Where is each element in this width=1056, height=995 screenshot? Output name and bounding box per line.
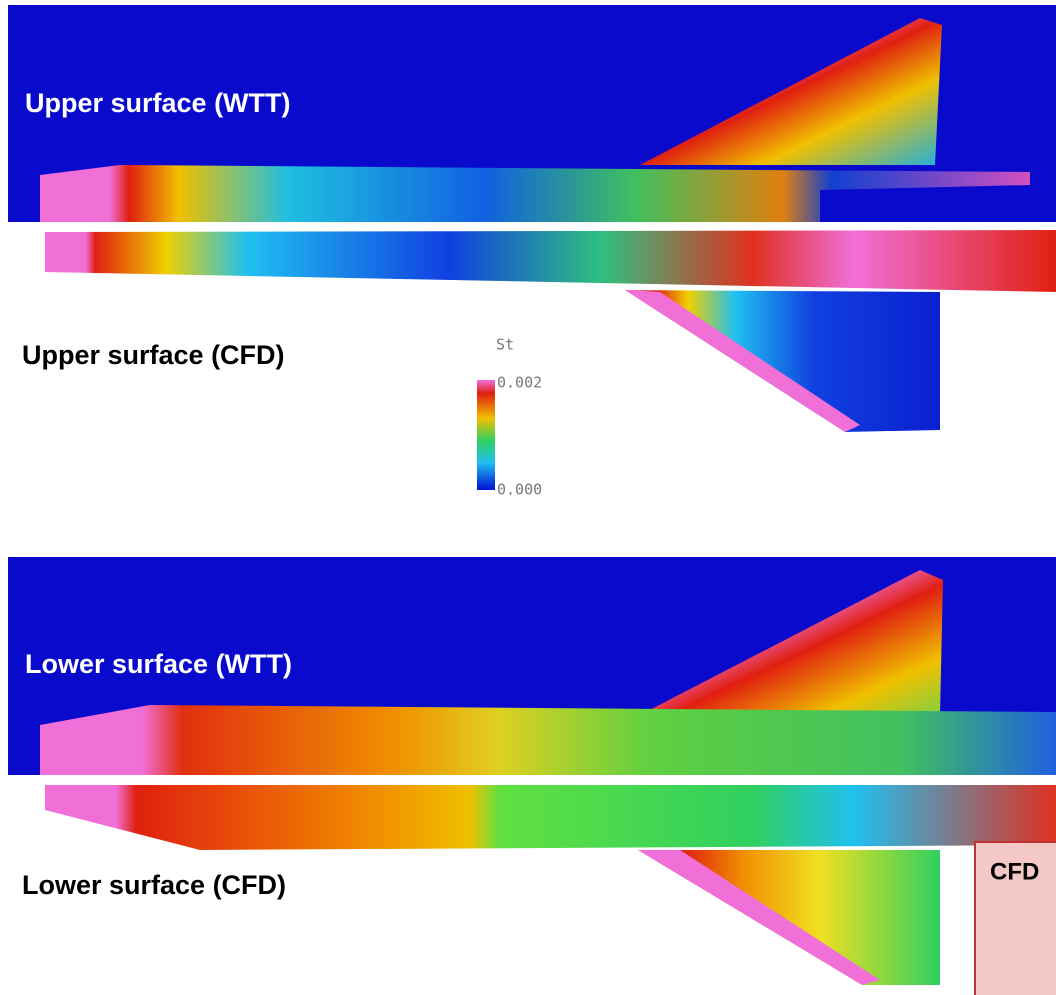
panel-label: Lower surface (WTT): [25, 649, 292, 679]
colorbar-title: St: [496, 336, 514, 354]
fuselage: [45, 230, 1056, 292]
colorbar-max: 0.002: [497, 374, 542, 392]
colorbar-min: 0.000: [497, 481, 542, 499]
panel-label: Lower surface (CFD): [22, 870, 286, 900]
figure: Upper surface (WTT) Upper surface (CFD) …: [0, 0, 1056, 995]
panel-label: Upper surface (WTT): [25, 88, 291, 118]
fuselage: [45, 785, 1056, 850]
colorbar: [477, 380, 495, 490]
panel-label: Upper surface (CFD): [22, 340, 285, 370]
fuselage: [40, 705, 1056, 775]
callout-text: CFD: [990, 858, 1039, 885]
